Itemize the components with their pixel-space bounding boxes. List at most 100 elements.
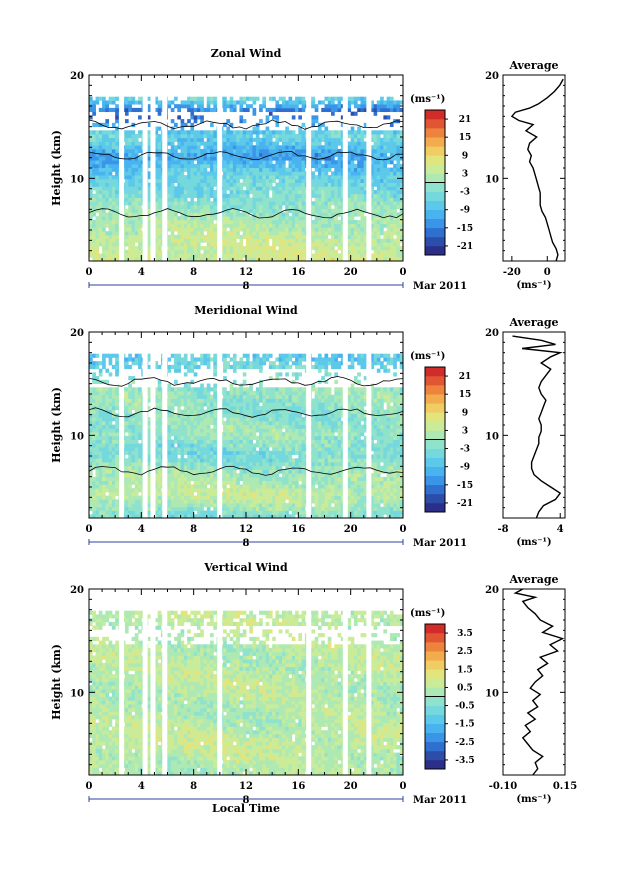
heatmap-cell — [190, 122, 195, 127]
heatmap-cell — [124, 476, 129, 482]
heatmap-cell — [278, 193, 283, 198]
heatmap-cell — [360, 253, 365, 258]
heatmap-cell — [265, 201, 270, 206]
heatmap-cell — [196, 197, 201, 202]
heatmap-cell — [108, 450, 113, 455]
heatmap-cell — [157, 379, 162, 384]
heatmap-cell — [196, 175, 201, 180]
heatmap-cell — [177, 357, 181, 362]
heatmap-cell — [187, 219, 191, 225]
heatmap-cell — [396, 160, 401, 165]
chart-title: Zonal Wind — [211, 47, 282, 60]
heatmap-cell — [350, 219, 355, 225]
heatmap-cell — [180, 197, 185, 202]
heatmap-cell — [321, 231, 325, 236]
heatmap-cell — [386, 100, 391, 105]
heatmap-cell — [124, 148, 129, 154]
heatmap-cell — [180, 182, 185, 187]
heatmap-cell — [353, 111, 358, 116]
heatmap-cell — [92, 488, 96, 493]
heatmap-cell — [281, 249, 286, 254]
heatmap-cell — [111, 491, 116, 496]
heatmap-cell — [206, 100, 211, 105]
heatmap-cell — [177, 234, 181, 239]
heatmap-cell — [285, 171, 289, 176]
heatmap-cell — [337, 100, 342, 105]
heatmap-cell — [229, 216, 234, 221]
heatmap-cell — [174, 480, 178, 485]
heatmap-cell — [314, 234, 319, 239]
heatmap-cell — [134, 167, 139, 172]
colorbar-tick-label: -9 — [460, 206, 470, 216]
heatmap-cell — [210, 156, 214, 161]
heatmap-cell — [357, 145, 361, 150]
heatmap-cell — [321, 130, 325, 135]
heatmap-cell — [147, 364, 152, 370]
heatmap-cell — [200, 107, 204, 113]
heatmap-cell — [115, 126, 119, 131]
heatmap-cell — [298, 197, 302, 202]
heatmap-cell — [268, 145, 273, 150]
heatmap-cell — [167, 469, 172, 474]
heatmap-cell — [115, 231, 119, 236]
heatmap-cell — [246, 182, 250, 187]
heatmap-cell — [236, 257, 240, 262]
heatmap-cell — [180, 100, 185, 105]
heatmap-cell — [393, 227, 397, 232]
heatmap-cell — [105, 234, 110, 239]
heatmap-cell — [259, 137, 263, 142]
heatmap-cell — [157, 137, 162, 142]
heatmap-cell — [229, 201, 234, 206]
heatmap-cell — [167, 167, 172, 172]
heatmap-cell — [246, 130, 250, 135]
heatmap-cell — [196, 160, 201, 165]
heatmap-cell — [128, 134, 132, 139]
heatmap-cell — [265, 107, 270, 113]
heatmap-cell — [105, 424, 110, 429]
heatmap-cell — [285, 175, 289, 180]
heatmap-cell — [102, 178, 106, 183]
heatmap-cell — [373, 175, 378, 180]
heatmap-cell — [102, 257, 106, 262]
heatmap-cell — [89, 130, 93, 135]
heatmap-cell — [252, 163, 257, 169]
heatmap-cell — [200, 137, 204, 142]
heatmap-cell — [321, 201, 325, 206]
heatmap-cell — [154, 238, 159, 243]
heatmap-cell — [95, 476, 100, 482]
heatmap-cell — [138, 435, 142, 440]
heatmap-cell — [98, 193, 103, 198]
heatmap-cell — [89, 473, 93, 478]
heatmap-cell — [170, 141, 175, 146]
heatmap-cell — [357, 257, 361, 262]
heatmap-cell — [353, 96, 358, 101]
heatmap-cell — [167, 216, 172, 221]
heatmap-cell — [331, 257, 335, 262]
heatmap-cell — [376, 137, 381, 142]
heatmap-cell — [213, 257, 217, 262]
heatmap-cell — [301, 249, 306, 254]
heatmap-cell — [285, 148, 289, 154]
heatmap-cell — [180, 223, 185, 228]
heatmap-cell — [180, 450, 185, 455]
heatmap-cell — [272, 141, 276, 146]
colorbar-swatch — [425, 155, 445, 165]
heatmap-cell — [370, 104, 374, 109]
heatmap-cell — [187, 208, 191, 213]
heatmap-cell — [111, 145, 116, 150]
heatmap-cell — [242, 197, 247, 202]
heatmap-cell — [291, 253, 296, 258]
heatmap-cell — [98, 96, 103, 101]
heatmap-cell — [334, 130, 338, 135]
heatmap-cell — [389, 122, 394, 127]
heatmap-cell — [196, 171, 201, 176]
heatmap-cell — [177, 163, 181, 169]
heatmap-cell — [128, 514, 132, 519]
heatmap-cell — [174, 216, 178, 221]
heatmap-cell — [157, 238, 162, 243]
heatmap-cell — [242, 100, 247, 105]
heatmap-cell — [363, 141, 368, 146]
heatmap-cell — [272, 257, 276, 262]
heatmap-cell — [187, 100, 191, 105]
heatmap-cell — [272, 167, 276, 172]
